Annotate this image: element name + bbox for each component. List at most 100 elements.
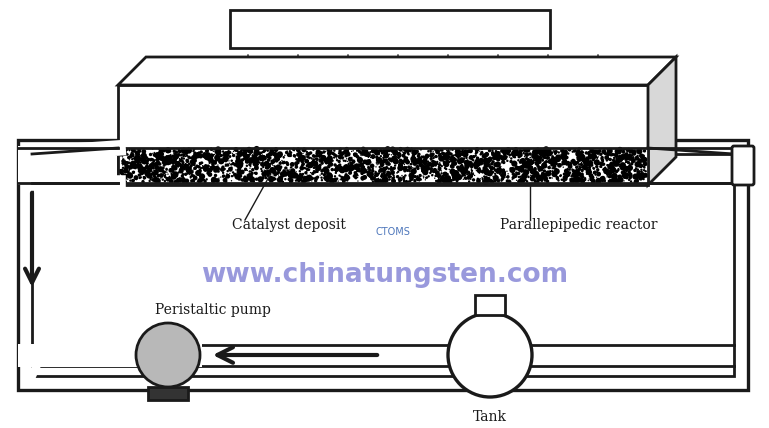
Point — [466, 156, 478, 163]
Point — [374, 166, 386, 173]
Point — [590, 154, 602, 160]
Point — [158, 178, 171, 184]
Point — [323, 170, 335, 177]
Point — [628, 171, 641, 178]
Point — [537, 170, 549, 177]
Point — [430, 178, 442, 184]
Point — [537, 163, 549, 170]
Point — [347, 147, 359, 154]
Point — [620, 156, 632, 163]
Point — [461, 151, 474, 158]
Point — [257, 174, 269, 181]
Point — [362, 152, 375, 158]
Point — [528, 147, 540, 154]
Point — [431, 160, 444, 167]
Point — [631, 176, 644, 183]
Point — [547, 161, 559, 168]
Point — [614, 153, 626, 160]
Point — [495, 172, 508, 178]
Point — [167, 168, 179, 175]
Point — [201, 152, 213, 158]
Point — [608, 159, 621, 166]
Point — [325, 161, 337, 168]
Point — [421, 165, 434, 172]
Point — [499, 155, 511, 161]
Point — [251, 149, 263, 156]
Point — [564, 169, 576, 176]
Point — [161, 166, 173, 173]
Point — [443, 154, 455, 160]
Point — [360, 148, 372, 155]
Point — [446, 163, 458, 169]
Point — [581, 166, 593, 173]
Point — [238, 174, 251, 181]
Point — [448, 174, 460, 181]
Point — [315, 161, 327, 168]
Point — [212, 146, 225, 153]
Point — [261, 158, 274, 165]
Bar — [118, 85, 648, 185]
Point — [426, 172, 438, 178]
Point — [499, 155, 511, 162]
Point — [548, 163, 561, 169]
Point — [308, 164, 320, 171]
Point — [633, 163, 645, 170]
Point — [519, 176, 531, 183]
Point — [224, 153, 236, 160]
Point — [207, 164, 219, 171]
Point — [239, 173, 251, 180]
Point — [574, 154, 587, 160]
Point — [510, 146, 522, 153]
Point — [598, 165, 610, 172]
Point — [386, 165, 398, 172]
Point — [205, 167, 218, 174]
Point — [287, 167, 299, 174]
Point — [524, 172, 537, 178]
Point — [434, 165, 446, 172]
Point — [259, 172, 271, 179]
Point — [141, 170, 154, 177]
Point — [638, 152, 650, 159]
Point — [335, 165, 347, 172]
Point — [583, 175, 595, 182]
Point — [536, 178, 548, 184]
Point — [542, 149, 554, 155]
Point — [383, 165, 395, 172]
Point — [159, 159, 171, 166]
Point — [579, 163, 591, 170]
Point — [351, 153, 364, 160]
Point — [414, 175, 426, 182]
Point — [548, 157, 560, 164]
Point — [178, 152, 191, 158]
Point — [247, 152, 259, 159]
Point — [358, 164, 370, 171]
Point — [339, 168, 351, 175]
Point — [521, 158, 534, 165]
Point — [320, 159, 332, 166]
Point — [576, 175, 588, 181]
Point — [371, 155, 383, 162]
Point — [196, 164, 208, 171]
Point — [135, 156, 147, 163]
Point — [270, 147, 282, 154]
Point — [465, 161, 478, 168]
Point — [266, 160, 278, 167]
Point — [309, 166, 321, 173]
Point — [266, 160, 278, 166]
Point — [154, 160, 166, 167]
Point — [631, 160, 644, 167]
Point — [538, 172, 550, 178]
Point — [427, 151, 439, 158]
Point — [303, 166, 315, 173]
Point — [172, 177, 185, 184]
Point — [603, 178, 615, 184]
Point — [138, 175, 150, 182]
Point — [421, 152, 433, 159]
Point — [632, 168, 644, 175]
Point — [574, 155, 586, 162]
Point — [613, 157, 625, 164]
Point — [528, 173, 541, 180]
Point — [371, 171, 383, 178]
Point — [130, 155, 142, 162]
Point — [506, 166, 518, 173]
